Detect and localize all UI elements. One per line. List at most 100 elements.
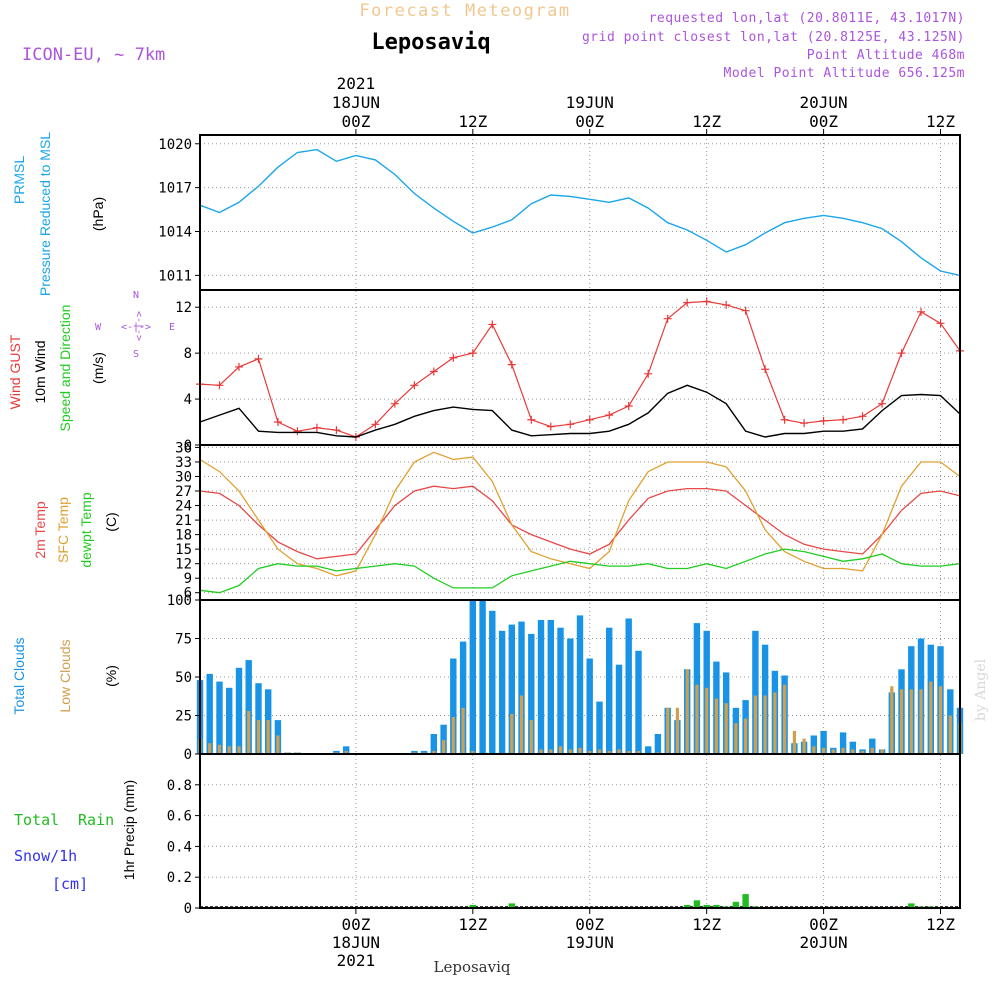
total-cloud-bar	[752, 630, 759, 754]
total-cloud-bar	[606, 627, 613, 754]
gust-marker	[429, 367, 438, 376]
data-layer	[196, 148, 964, 908]
gust-marker	[683, 298, 692, 307]
top-time-label: 12Z	[458, 112, 487, 131]
total-cloud-bar	[839, 732, 847, 754]
gust-marker	[507, 360, 516, 369]
low-cloud-bar	[822, 747, 826, 754]
low-cloud-bar	[675, 707, 679, 754]
low-cloud-bar	[899, 689, 904, 754]
bottom-time-label: 00Z	[809, 915, 838, 934]
low-cloud-bar	[763, 695, 767, 754]
bottom-time-label: 00Z	[341, 915, 370, 934]
total-cloud-bar	[586, 658, 593, 754]
compass-n: N	[133, 290, 139, 301]
low-cloud-bar	[948, 715, 952, 754]
low-cloud-bar	[529, 720, 533, 754]
wind-ytick-label: 12	[175, 300, 192, 316]
clouds-label-total: Total Clouds	[11, 637, 27, 714]
low-cloud-bar	[432, 750, 436, 754]
low-cloud-bar	[588, 750, 592, 754]
low-cloud-bar	[783, 684, 787, 754]
compass-rose: N <-|-> S W <-|-> E	[95, 290, 175, 360]
point-altitude: Point Altitude 468m	[807, 48, 965, 63]
rain-bar	[469, 904, 476, 908]
precip-ytick-label: 0	[184, 901, 192, 917]
total-cloud-bar	[333, 750, 340, 754]
pressure-ytick-label: 1017	[158, 181, 192, 197]
total-cloud-bar	[206, 673, 213, 754]
total-cloud-bar	[450, 658, 457, 754]
total-cloud-bar	[518, 621, 525, 754]
compass-we-arrow: <-|->	[121, 322, 151, 333]
total-cloud-bar	[420, 750, 428, 754]
low-cloud-bar	[636, 750, 641, 754]
low-cloud-bar	[597, 749, 602, 754]
model-name: ICON-EU, ~ 7km	[22, 45, 165, 65]
gust-marker	[878, 399, 887, 408]
gust-marker	[897, 349, 906, 358]
gust-marker	[858, 412, 867, 421]
clouds-ytick-label: 75	[175, 632, 192, 648]
total-cloud-bar	[245, 660, 252, 754]
bottom-time-label: 12Z	[458, 915, 487, 934]
bottom-time-label: 00Z	[575, 915, 604, 934]
total-cloud-bar	[576, 615, 584, 754]
low-cloud-bar	[578, 747, 582, 754]
gust-marker	[566, 420, 575, 429]
gust-line	[199, 300, 961, 438]
temperature-ytick-label: 6	[184, 586, 192, 602]
gust-marker	[546, 422, 555, 431]
temperature-ytick-label: 15	[175, 542, 192, 558]
temp-label-dewpt: dewpt Temp	[78, 492, 94, 567]
clouds-panel-labels: Total Clouds Low Clouds (%)	[11, 637, 119, 714]
rain-bar	[703, 904, 710, 908]
low-cloud-bar	[256, 720, 261, 754]
low-cloud-bar	[568, 749, 572, 754]
footer-location: Leposaviq	[434, 958, 511, 976]
gust-marker	[741, 306, 750, 315]
gust-marker	[702, 297, 711, 306]
precip-label-snow: Snow/1h	[14, 847, 77, 865]
wind-line	[199, 384, 961, 438]
bottom-time-label: 20JUN	[800, 933, 848, 952]
total-cloud-bar	[547, 620, 554, 754]
low-cloud-bar	[812, 746, 816, 754]
low-cloud-bar	[890, 686, 894, 754]
location-title: Leposaviq	[371, 30, 490, 55]
pressure-ytick-label: 1011	[158, 268, 192, 284]
wind-label-speed-dir: Speed and Direction	[57, 305, 73, 432]
low-cloud-bar	[208, 743, 212, 754]
low-cloud-bar	[870, 747, 874, 754]
clouds-ytick-label: 50	[175, 670, 192, 686]
precip-ytick-label: 0.2	[167, 870, 192, 886]
temperature-ytick-label: 24	[175, 499, 192, 515]
pressure-ytick-label: 1014	[158, 225, 192, 241]
low-cloud-bar	[744, 718, 748, 754]
low-cloud-bar	[773, 692, 777, 754]
precip-label-total: Total	[14, 811, 59, 829]
grid-point-location: grid point closest lon,lat (20.8125E, 43…	[582, 30, 965, 45]
gust-marker	[839, 415, 848, 424]
low-cloud-bar	[753, 695, 757, 754]
gust-marker	[761, 365, 770, 374]
clouds-ytick-label: 0	[184, 747, 192, 763]
pressure-line	[199, 148, 961, 277]
requested-location: requested lon,lat (20.8011E, 43.1017N)	[649, 11, 965, 26]
pressure-label-prmsl: PRMSL	[11, 156, 27, 204]
total-cloud-bar	[820, 730, 827, 754]
total-cloud-bar	[343, 746, 350, 754]
rain-bar	[684, 904, 691, 908]
pressure-panel-frame	[199, 134, 961, 291]
total-cloud-bar	[255, 683, 262, 754]
low-cloud-bar	[851, 749, 855, 754]
temp-label-sfc: SFC Temp	[55, 497, 71, 563]
temperature-ytick-label: 33	[175, 455, 192, 471]
wind-unit: (m/s)	[90, 352, 106, 384]
gust-marker	[585, 415, 594, 424]
gust-marker	[312, 423, 321, 432]
low-cloud-bar	[627, 750, 631, 754]
wind-ytick-label: 4	[184, 392, 192, 408]
low-cloud-bar	[929, 681, 933, 754]
temperature-ytick-label: 18	[175, 528, 192, 544]
